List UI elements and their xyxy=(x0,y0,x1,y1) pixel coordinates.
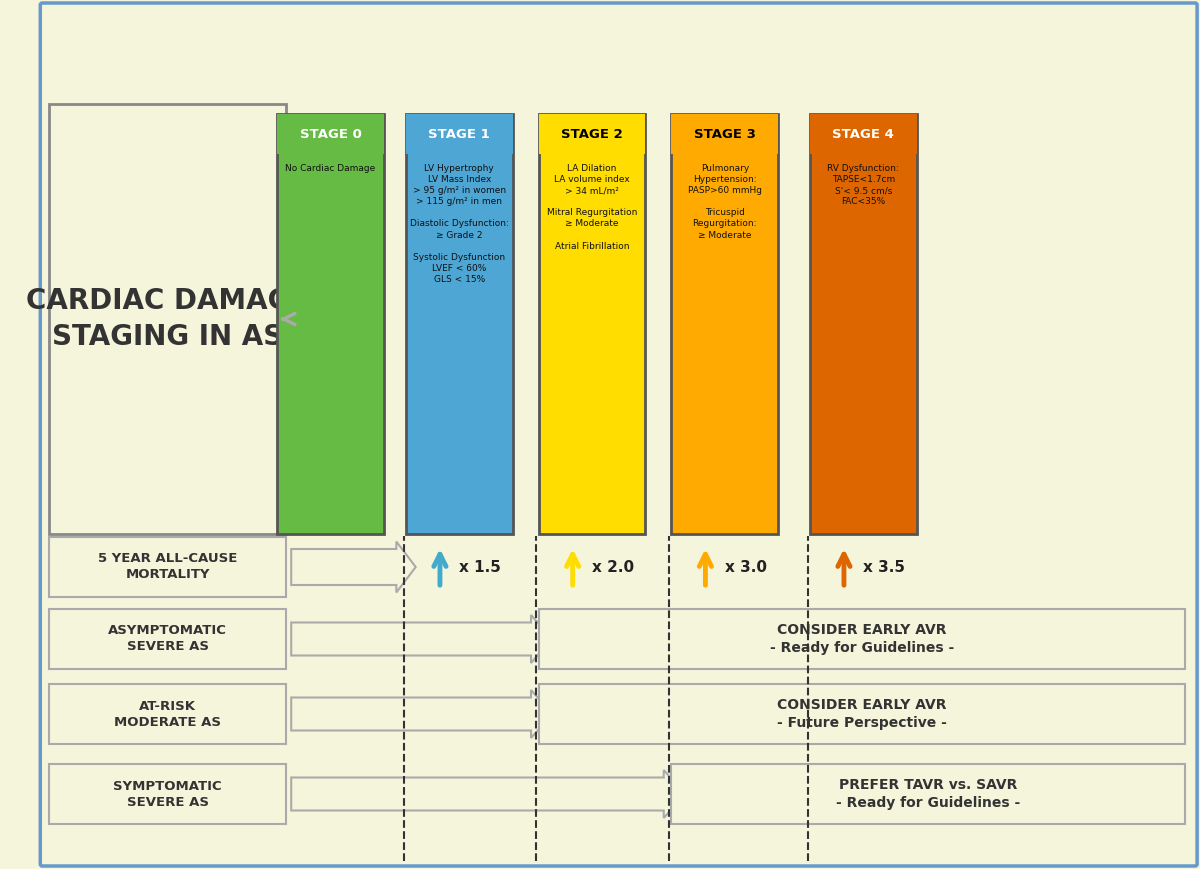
Text: SYMPTOMATIC
SEVERE AS: SYMPTOMATIC SEVERE AS xyxy=(113,779,222,808)
FancyArrow shape xyxy=(292,615,552,663)
FancyBboxPatch shape xyxy=(406,114,512,154)
Text: Pulmonary
Hypertension:
PASP>60 mmHg

Tricuspid
Regurgitation:
≥ Moderate: Pulmonary Hypertension: PASP>60 mmHg Tri… xyxy=(688,164,762,240)
Text: x 1.5: x 1.5 xyxy=(460,560,502,574)
FancyBboxPatch shape xyxy=(539,114,646,534)
Text: CONSIDER EARLY AVR
- Ready for Guidelines -: CONSIDER EARLY AVR - Ready for Guideline… xyxy=(770,623,954,655)
Text: LV Hypertrophy
LV Mass Index
> 95 g/m² in women
> 115 g/m² in men

Diastolic Dys: LV Hypertrophy LV Mass Index > 95 g/m² i… xyxy=(410,164,509,284)
Text: LA Dilation
LA volume index
> 34 mL/m²

Mitral Regurgitation
≥ Moderate

Atrial : LA Dilation LA volume index > 34 mL/m² M… xyxy=(547,164,637,250)
Text: x 2.0: x 2.0 xyxy=(592,560,634,574)
FancyBboxPatch shape xyxy=(49,104,287,534)
Text: STAGE 1: STAGE 1 xyxy=(428,128,490,141)
Text: No Cardiac Damage: No Cardiac Damage xyxy=(286,164,376,173)
FancyArrow shape xyxy=(292,541,415,593)
Text: RV Dysfunction:
TAPSE<1.7cm
S'< 9.5 cm/s
FAC<35%: RV Dysfunction: TAPSE<1.7cm S'< 9.5 cm/s… xyxy=(828,164,899,206)
Text: STAGE 3: STAGE 3 xyxy=(694,128,756,141)
Text: STAGE 4: STAGE 4 xyxy=(833,128,894,141)
FancyBboxPatch shape xyxy=(49,764,287,824)
Text: PREFER TAVR vs. SAVR
- Ready for Guidelines -: PREFER TAVR vs. SAVR - Ready for Guideli… xyxy=(836,778,1021,810)
Text: 5 YEAR ALL-CAUSE
MORTALITY: 5 YEAR ALL-CAUSE MORTALITY xyxy=(98,553,238,581)
FancyBboxPatch shape xyxy=(49,684,287,744)
FancyBboxPatch shape xyxy=(539,609,1186,669)
FancyBboxPatch shape xyxy=(672,764,1186,824)
Text: x 3.0: x 3.0 xyxy=(725,560,767,574)
FancyArrow shape xyxy=(292,690,552,738)
FancyBboxPatch shape xyxy=(49,609,287,669)
Text: CARDIAC DAMAGE
STAGING IN AS: CARDIAC DAMAGE STAGING IN AS xyxy=(26,287,310,351)
FancyBboxPatch shape xyxy=(406,114,512,534)
FancyBboxPatch shape xyxy=(41,3,1198,866)
FancyBboxPatch shape xyxy=(539,114,646,154)
Text: STAGE 2: STAGE 2 xyxy=(562,128,623,141)
Text: ASYMPTOMATIC
SEVERE AS: ASYMPTOMATIC SEVERE AS xyxy=(108,625,227,653)
FancyBboxPatch shape xyxy=(672,114,778,534)
FancyBboxPatch shape xyxy=(539,684,1186,744)
FancyBboxPatch shape xyxy=(810,114,917,534)
FancyBboxPatch shape xyxy=(810,114,917,154)
FancyBboxPatch shape xyxy=(49,537,287,597)
FancyArrow shape xyxy=(292,770,685,818)
Text: CONSIDER EARLY AVR
- Future Perspective -: CONSIDER EARLY AVR - Future Perspective … xyxy=(778,698,947,730)
FancyBboxPatch shape xyxy=(277,114,384,154)
Text: STAGE 0: STAGE 0 xyxy=(300,128,361,141)
Text: AT-RISK
MODERATE AS: AT-RISK MODERATE AS xyxy=(114,700,221,728)
FancyBboxPatch shape xyxy=(672,114,778,154)
FancyBboxPatch shape xyxy=(277,114,384,534)
Text: x 3.5: x 3.5 xyxy=(863,560,905,574)
